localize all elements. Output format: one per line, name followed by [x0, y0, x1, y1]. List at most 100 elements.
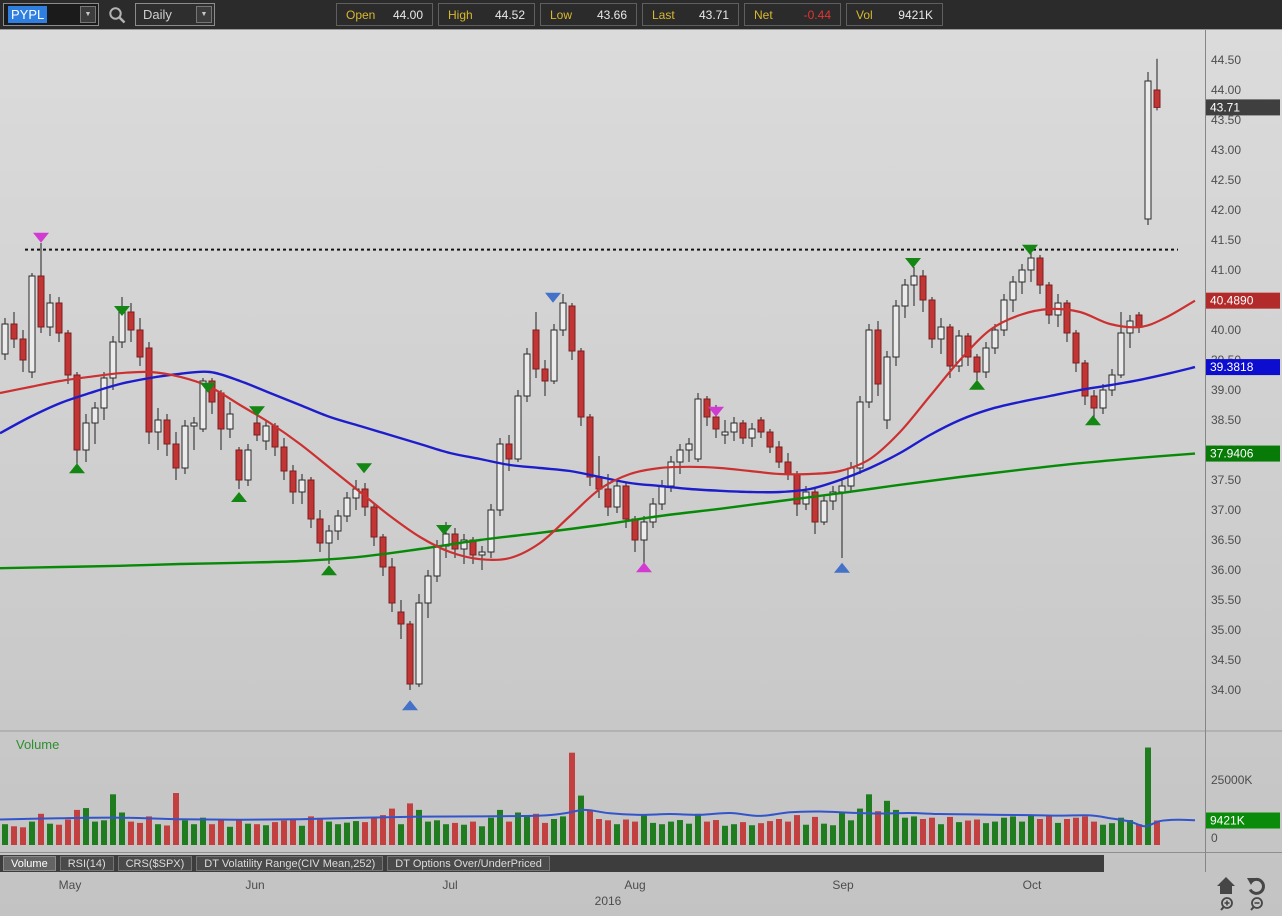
volume-bar [137, 822, 143, 845]
current-volume-label-text: 9421K [1210, 814, 1245, 828]
symbol-dropdown-arrow-icon[interactable]: ▼ [80, 6, 96, 23]
tab-dt-options-over-underpriced[interactable]: DT Options Over/UnderPriced [387, 856, 550, 871]
candle [973, 356, 981, 373]
sell-signal-triangle [249, 406, 265, 417]
candle [658, 485, 666, 505]
candle [1135, 314, 1143, 328]
search-button[interactable] [107, 5, 127, 25]
candle [73, 374, 81, 451]
zoom-in-button[interactable] [1220, 896, 1240, 916]
volume-bar [803, 824, 809, 845]
candle [1009, 281, 1017, 301]
volume-bar [245, 823, 251, 845]
candle [1018, 269, 1026, 283]
timeframe-dropdown-arrow-icon[interactable]: ▼ [196, 6, 212, 23]
volume-bar [929, 817, 935, 845]
volume-bar [488, 817, 494, 845]
candle [424, 575, 432, 604]
tab-crs-spx[interactable]: CRS($SPX) [117, 856, 193, 871]
quote-label: Low [550, 7, 573, 22]
candle [901, 284, 909, 307]
volume-bar [839, 812, 845, 845]
volume-bar [596, 819, 602, 845]
volume-bar [155, 824, 161, 845]
undo-button[interactable] [1246, 876, 1266, 896]
month-label-jun: Jun [245, 878, 264, 892]
candle [739, 422, 747, 439]
timeframe-select[interactable]: Daily ▼ [135, 3, 215, 26]
symbol-input[interactable]: PYPL ▼ [3, 3, 99, 26]
candle [1090, 395, 1098, 409]
volume-bar [704, 821, 710, 845]
volume-bar [164, 825, 170, 845]
volume-bar [830, 825, 836, 845]
volume-bar [1019, 821, 1025, 845]
volume-bars-layer [2, 747, 1160, 845]
candle [1045, 284, 1053, 316]
volume-bar [551, 819, 557, 845]
volume-bar [749, 825, 755, 845]
tab-volume[interactable]: Volume [3, 856, 56, 871]
volume-bar [983, 823, 989, 845]
search-icon [109, 7, 126, 24]
candles-layer [1, 58, 1161, 690]
sell-signal-triangle [436, 525, 452, 535]
volume-bar [218, 820, 224, 845]
candle [199, 380, 207, 430]
candle [118, 311, 126, 343]
sell-signal-triangle [545, 292, 561, 303]
price-axis-label: 42.00 [1211, 203, 1241, 217]
volume-bar [1091, 821, 1097, 845]
tab-dt-volatility-range-civ-mean-252[interactable]: DT Volatility Range(CIV Mean,252) [196, 856, 384, 871]
undo-icon [1247, 877, 1265, 895]
candle [829, 491, 837, 502]
volume-bar [371, 816, 377, 845]
volume-bar [668, 821, 674, 845]
signal-markers-layer [33, 232, 1101, 711]
volume-bar [74, 809, 80, 845]
price-axis-label: 38.50 [1211, 413, 1241, 427]
price-chart[interactable]: Volume 44.50 44.00 43.50 43.00 42.50 42.00 41.5… [0, 30, 1282, 916]
volume-bar [83, 808, 89, 845]
buy-signal-triangle [321, 565, 337, 576]
sell-signal-triangle [1022, 244, 1038, 255]
candle [1063, 302, 1071, 334]
candle [811, 491, 819, 523]
candle [226, 413, 234, 430]
month-label-sep: Sep [832, 878, 854, 892]
candle [496, 443, 504, 511]
volume-bar [299, 825, 305, 845]
candle [271, 425, 279, 448]
volume-bar [947, 816, 953, 845]
price-axis-label: 36.00 [1211, 563, 1241, 577]
volume-bar [812, 816, 818, 845]
tab-rsi-14[interactable]: RSI(14) [59, 856, 114, 871]
candle [307, 479, 315, 520]
candle [1027, 257, 1035, 271]
candle [766, 431, 774, 448]
candle [982, 347, 990, 373]
candle [487, 509, 495, 553]
volume-bar [587, 809, 593, 845]
candle [343, 497, 351, 517]
volume-bar [722, 825, 728, 845]
volume-bar [416, 809, 422, 845]
quote-value: 43.66 [596, 7, 627, 22]
zoom-out-button[interactable] [1250, 896, 1270, 916]
price-axis-label: 37.00 [1211, 503, 1241, 517]
volume-bar [191, 824, 197, 845]
volume-bar [740, 822, 746, 845]
last-price-label [1206, 99, 1280, 116]
volume-bar [569, 752, 575, 845]
volume-bar [326, 821, 332, 845]
candle [1117, 332, 1125, 376]
candle [928, 299, 936, 340]
home-button[interactable] [1216, 876, 1236, 896]
candle [613, 485, 621, 508]
candle [667, 461, 675, 487]
candle [532, 329, 540, 370]
candle [379, 536, 387, 568]
volume-bar [1010, 816, 1016, 845]
candle [55, 302, 63, 334]
volume-bar [1100, 824, 1106, 845]
